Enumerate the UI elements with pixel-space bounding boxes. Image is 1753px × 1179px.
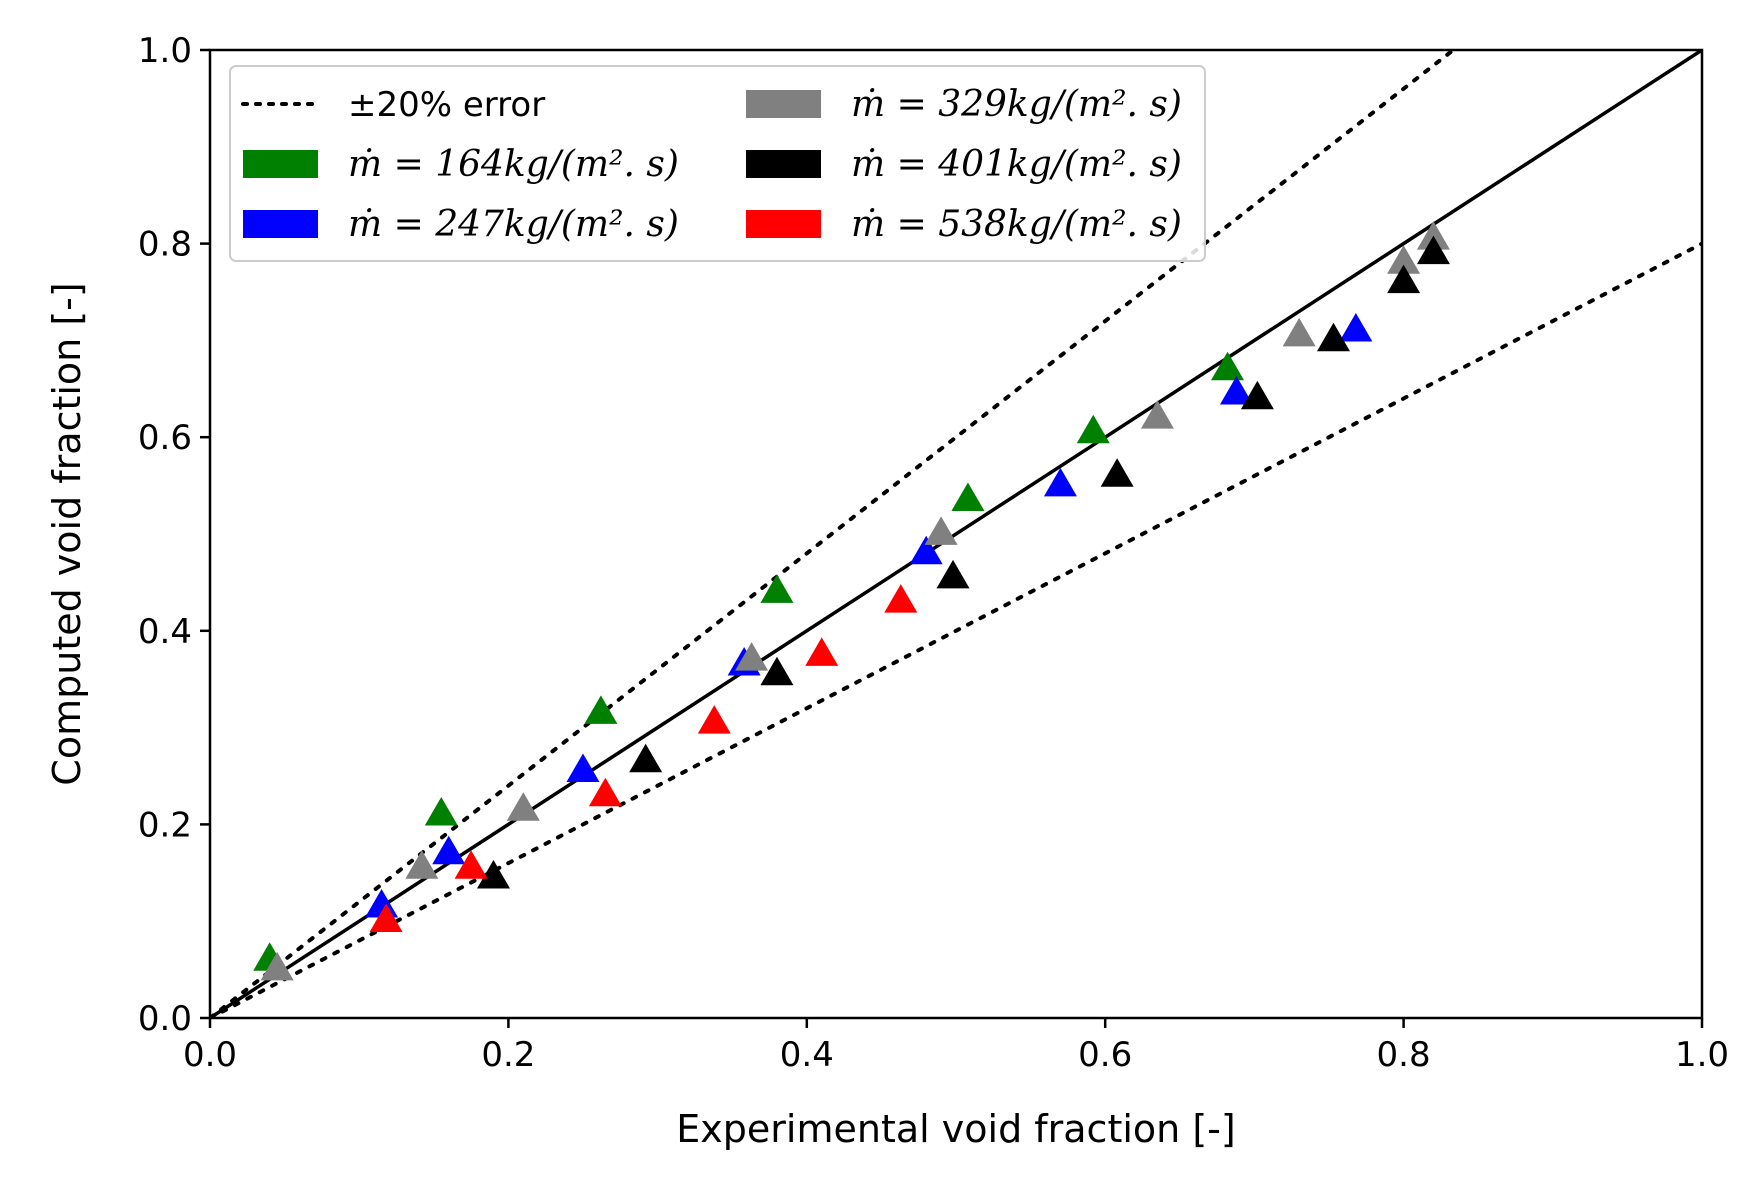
y-tick-label: 1.0	[138, 31, 192, 71]
y-axis-ticks: 0.0 0.2 0.4 0.6 0.8 1.0	[138, 31, 210, 1039]
x-tick-label: 0.2	[481, 1035, 535, 1075]
data-point-series-3	[1282, 317, 1316, 347]
data-point-series-1	[1211, 351, 1245, 381]
data-point-series-5	[805, 637, 839, 666]
data-point-series-2	[1219, 375, 1253, 405]
data-point-series-4	[1416, 235, 1450, 265]
y-tick-label: 0.8	[138, 225, 192, 265]
x-tick-label: 0.4	[780, 1035, 834, 1075]
error-line-minus-20	[210, 241, 1702, 1018]
data-markers	[253, 221, 1450, 981]
data-point-series-4	[629, 743, 663, 773]
data-point-series-1	[424, 797, 458, 826]
legend-swatch	[746, 150, 821, 178]
x-tick-label: 0.8	[1377, 1035, 1431, 1075]
data-point-series-1	[1076, 414, 1110, 444]
data-point-series-4	[1387, 264, 1421, 294]
x-tick-label: 0.0	[183, 1035, 237, 1075]
legend: ±20% error ṁ = 164kg/(m². s) ṁ = 247kg/(m…	[229, 65, 1206, 262]
data-point-series-2	[432, 835, 466, 865]
legend-series-label: ṁ = 538kg/(m². s)	[851, 204, 1182, 245]
legend-error-label: ±20% error	[348, 85, 545, 125]
data-point-series-1	[584, 695, 618, 724]
legend-series-label: ṁ = 329kg/(m². s)	[851, 84, 1182, 125]
y-tick-label: 0.4	[138, 612, 192, 652]
data-point-series-5	[884, 584, 918, 613]
x-axis-ticks: 0.0 0.2 0.4 0.6 0.8 1.0	[183, 1018, 1729, 1075]
y-tick-label: 0.2	[138, 805, 192, 845]
data-point-series-4	[476, 859, 510, 889]
legend-series-label: ṁ = 401kg/(m². s)	[851, 144, 1182, 185]
y-tick-label: 0.0	[138, 999, 192, 1039]
legend-swatch	[243, 210, 318, 238]
legend-box	[229, 65, 1206, 262]
x-tick-label: 1.0	[1675, 1035, 1729, 1075]
data-point-series-2	[566, 753, 600, 782]
legend-series-label: ṁ = 164kg/(m². s)	[348, 144, 679, 185]
y-axis-label: Computed void fraction [-]	[45, 282, 89, 785]
data-point-series-4	[1100, 458, 1134, 487]
data-point-series-3	[260, 951, 294, 981]
data-point-series-3	[735, 642, 769, 671]
data-point-series-3	[1416, 221, 1450, 250]
data-point-series-4	[936, 559, 970, 589]
data-point-series-5	[454, 850, 488, 879]
data-point-series-2	[1339, 313, 1373, 342]
data-point-series-3	[924, 516, 958, 545]
data-point-series-5	[588, 777, 622, 807]
x-tick-label: 0.6	[1078, 1035, 1132, 1075]
legend-swatch	[746, 210, 821, 238]
legend-entries: ṁ = 164kg/(m². s) ṁ = 247kg/(m². s) ṁ = 32…	[243, 84, 1182, 245]
legend-swatch	[746, 90, 821, 118]
data-point-series-1	[951, 482, 985, 511]
plot-frame	[208, 48, 1704, 1020]
data-point-series-2	[909, 535, 943, 565]
data-point-series-5	[369, 903, 403, 933]
data-point-series-3	[506, 792, 540, 821]
data-point-series-1	[760, 574, 794, 603]
legend-swatch	[243, 150, 318, 178]
data-point-series-4	[760, 656, 794, 686]
data-point-series-4	[1240, 380, 1274, 410]
data-point-series-3	[1140, 400, 1174, 429]
data-point-series-3	[1387, 245, 1421, 274]
data-point-series-3	[405, 850, 439, 879]
y-tick-label: 0.6	[138, 418, 192, 458]
data-point-series-4	[1316, 322, 1350, 352]
legend-series-label: ṁ = 247kg/(m². s)	[348, 204, 679, 245]
x-axis-label: Experimental void fraction [-]	[676, 1107, 1235, 1151]
data-point-series-2	[1043, 467, 1077, 497]
data-point-series-5	[697, 705, 731, 734]
